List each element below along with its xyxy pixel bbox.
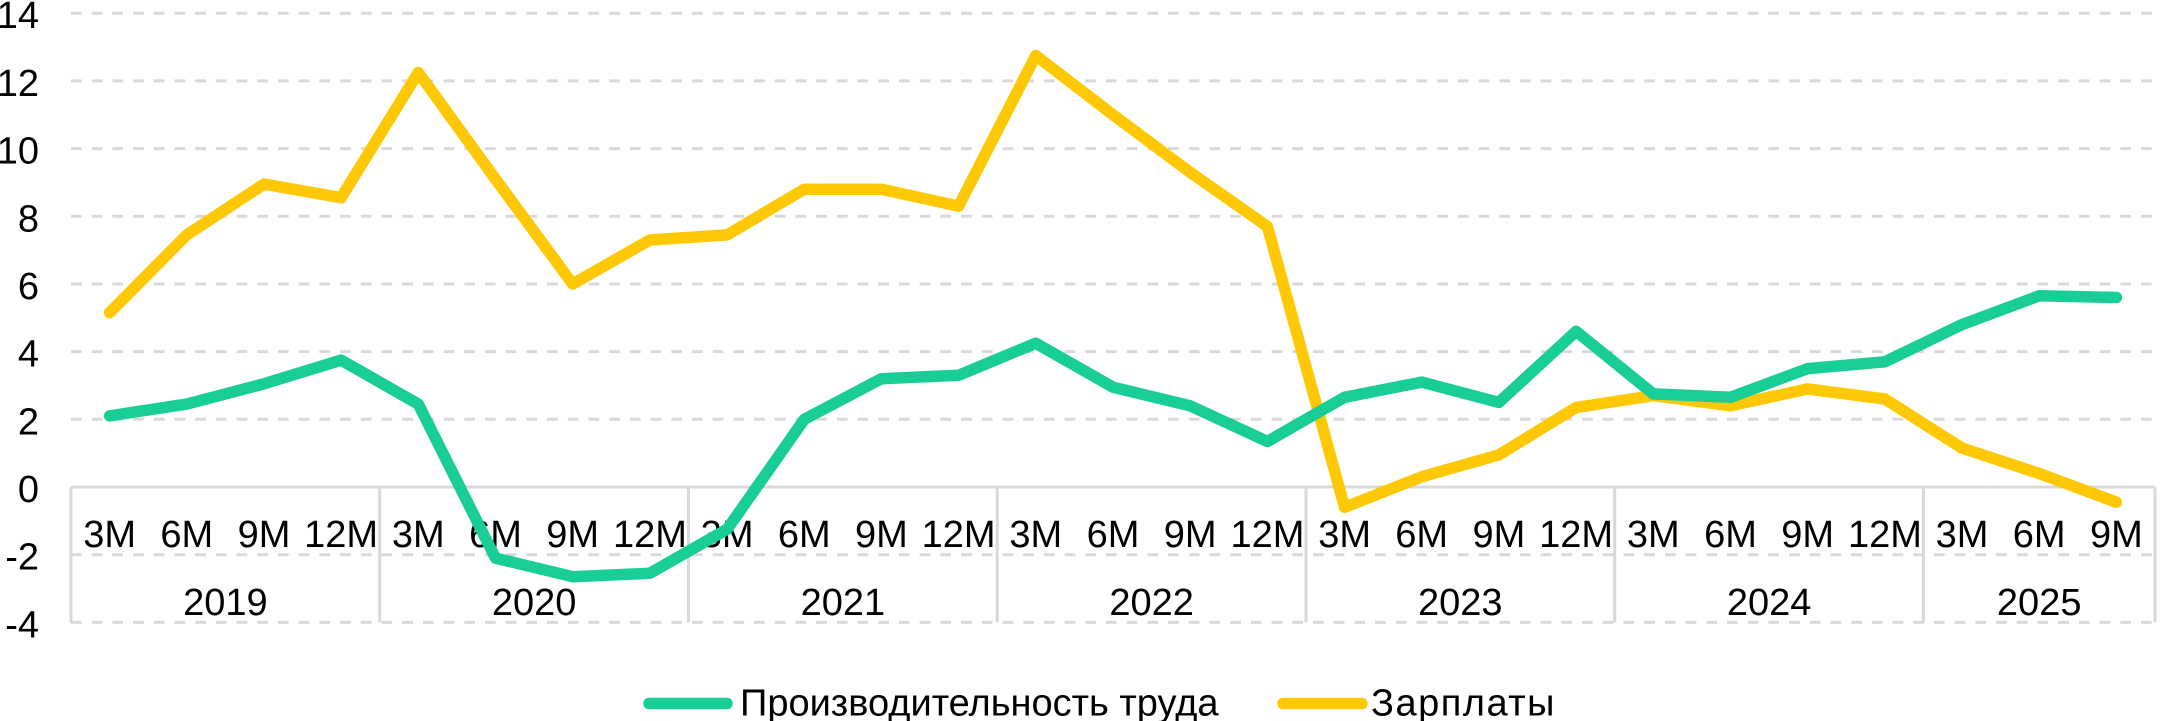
- svg-text:6M: 6M: [778, 514, 831, 556]
- svg-text:2: 2: [18, 401, 39, 443]
- svg-text:4: 4: [18, 334, 39, 376]
- svg-text:-2: -2: [5, 537, 39, 579]
- svg-text:Зарплаты: Зарплаты: [1371, 683, 1556, 721]
- svg-text:6M: 6M: [1087, 514, 1140, 556]
- svg-text:9M: 9M: [2090, 514, 2143, 556]
- svg-text:3M: 3M: [1627, 514, 1680, 556]
- svg-text:3M: 3M: [1936, 514, 1989, 556]
- svg-text:0: 0: [18, 469, 39, 511]
- svg-text:3M: 3M: [1009, 514, 1062, 556]
- svg-text:9M: 9M: [546, 514, 599, 556]
- svg-text:10: 10: [0, 131, 39, 173]
- svg-text:2025: 2025: [1997, 582, 2082, 624]
- svg-text:2021: 2021: [801, 582, 886, 624]
- svg-text:8: 8: [18, 198, 39, 240]
- svg-text:3M: 3M: [1318, 514, 1371, 556]
- svg-text:12: 12: [0, 63, 39, 105]
- svg-text:9M: 9M: [1473, 514, 1526, 556]
- svg-text:12M: 12M: [1230, 514, 1304, 556]
- svg-text:6M: 6M: [160, 514, 213, 556]
- svg-text:2022: 2022: [1109, 582, 1194, 624]
- svg-text:9M: 9M: [1781, 514, 1834, 556]
- svg-text:6M: 6M: [2013, 514, 2066, 556]
- svg-text:12M: 12M: [1539, 514, 1613, 556]
- svg-text:3M: 3M: [392, 514, 445, 556]
- svg-text:12M: 12M: [613, 514, 687, 556]
- svg-text:9M: 9M: [238, 514, 291, 556]
- svg-text:3M: 3M: [83, 514, 136, 556]
- svg-text:2019: 2019: [183, 582, 268, 624]
- svg-text:6: 6: [18, 266, 39, 308]
- svg-text:2024: 2024: [1727, 582, 1812, 624]
- svg-text:Производительность труда: Производительность труда: [740, 683, 1219, 721]
- svg-text:6M: 6M: [1395, 514, 1448, 556]
- svg-text:6M: 6M: [1704, 514, 1757, 556]
- svg-text:14: 14: [0, 0, 39, 37]
- svg-text:9M: 9M: [855, 514, 908, 556]
- svg-text:2020: 2020: [492, 582, 577, 624]
- svg-text:12M: 12M: [922, 514, 996, 556]
- svg-text:-4: -4: [5, 604, 39, 646]
- svg-text:2023: 2023: [1418, 582, 1503, 624]
- svg-text:12M: 12M: [1848, 514, 1922, 556]
- svg-text:9M: 9M: [1164, 514, 1217, 556]
- svg-text:12M: 12M: [304, 514, 378, 556]
